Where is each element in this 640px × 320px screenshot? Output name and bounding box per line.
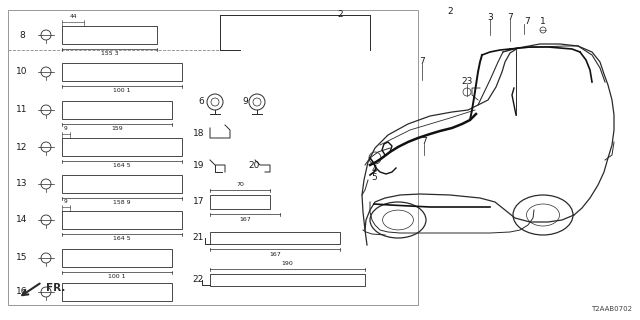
Text: 8: 8 [19, 30, 25, 39]
Text: 2: 2 [337, 10, 343, 19]
Text: 14: 14 [16, 215, 28, 225]
Text: 18: 18 [193, 130, 204, 139]
Text: 13: 13 [16, 180, 28, 188]
Text: 17: 17 [193, 197, 204, 206]
Bar [210, 195, 270, 209]
Text: FR.: FR. [46, 283, 65, 293]
Bar [62, 283, 172, 301]
Bar [62, 249, 172, 267]
Text: 159: 159 [111, 126, 123, 131]
Text: 100 1: 100 1 [108, 274, 125, 279]
Text: 1: 1 [540, 18, 546, 27]
Text: 7: 7 [419, 58, 425, 67]
Text: 70: 70 [236, 182, 244, 187]
Bar [62, 63, 182, 81]
Text: 7: 7 [421, 138, 427, 147]
Text: 21: 21 [193, 234, 204, 243]
Text: 155 3: 155 3 [100, 51, 118, 56]
Text: 44: 44 [69, 14, 77, 19]
Text: 158 9: 158 9 [113, 200, 131, 205]
Text: 9: 9 [64, 199, 68, 204]
Text: 3: 3 [487, 13, 493, 22]
Bar [210, 232, 340, 244]
Text: 5: 5 [371, 173, 377, 182]
Text: 4: 4 [371, 165, 377, 174]
Bar [62, 26, 157, 44]
Bar [62, 138, 182, 156]
Text: 10: 10 [16, 68, 28, 76]
Text: 100 1: 100 1 [113, 88, 131, 93]
Text: 9: 9 [64, 126, 68, 131]
Bar [62, 175, 182, 193]
Text: 7: 7 [524, 18, 530, 27]
Text: 167: 167 [269, 252, 281, 257]
Text: 20: 20 [248, 161, 259, 170]
Text: 164 5: 164 5 [113, 163, 131, 168]
Text: 11: 11 [16, 106, 28, 115]
Bar [210, 274, 365, 286]
Text: 22: 22 [193, 276, 204, 284]
Text: 15: 15 [16, 253, 28, 262]
Text: 6: 6 [198, 98, 204, 107]
Text: 7: 7 [507, 13, 513, 22]
Text: 23: 23 [461, 77, 473, 86]
Text: 164 5: 164 5 [113, 236, 131, 241]
Text: 2: 2 [447, 7, 453, 17]
Bar [8, 10, 418, 305]
Text: 9: 9 [243, 98, 248, 107]
Text: 12: 12 [16, 142, 28, 151]
Text: 167: 167 [239, 217, 251, 222]
Text: T2AAB0702: T2AAB0702 [591, 306, 632, 312]
Text: 190: 190 [282, 261, 293, 266]
Bar [62, 211, 182, 229]
Bar [62, 101, 172, 119]
Text: 19: 19 [193, 161, 204, 170]
Text: 16: 16 [16, 287, 28, 297]
